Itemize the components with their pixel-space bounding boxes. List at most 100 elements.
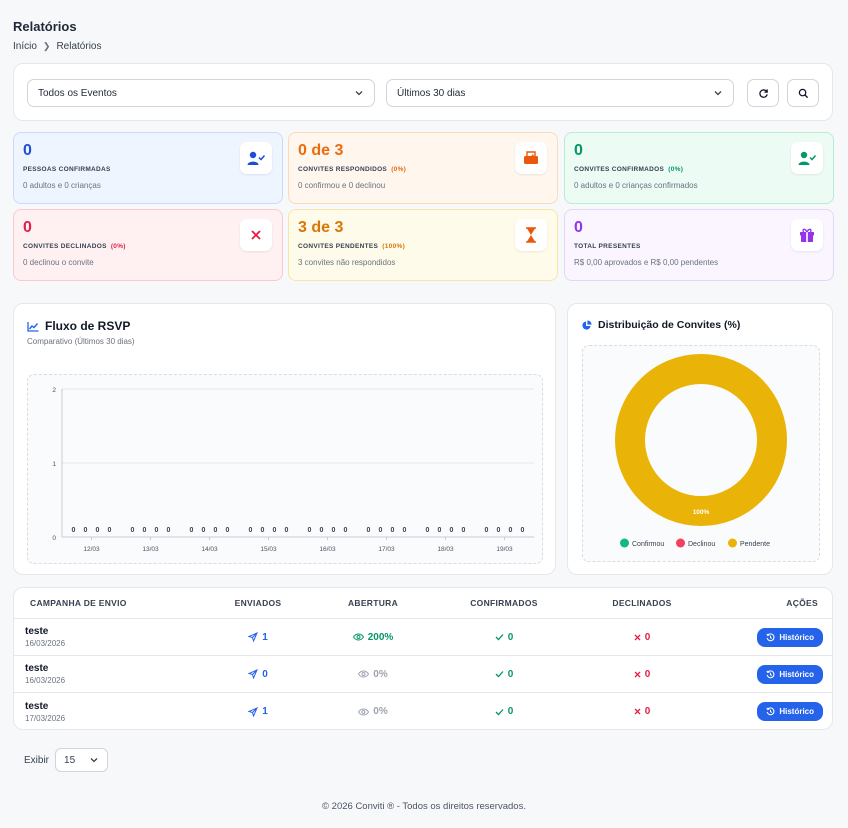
bar-data-label: 0 bbox=[450, 527, 454, 534]
stat-value: 0 bbox=[574, 219, 583, 236]
page-title: Relatórios bbox=[13, 19, 77, 34]
page-header: Relatórios Início ❯ Relatórios bbox=[13, 19, 101, 52]
stat-percent: (0%) bbox=[391, 166, 407, 173]
search-icon bbox=[798, 88, 808, 98]
bar-data-label: 0 bbox=[143, 527, 147, 534]
sent-value: 1 bbox=[262, 631, 268, 643]
rsvp-chart: 0 1 2 12/03 0 0 0 0 13/03 0 0 0 0 14/03 0 0 0 0 15/03 0 0 0 0 1… bbox=[52, 387, 534, 553]
campaign-date: 16/03/2026 bbox=[25, 639, 66, 648]
x-icon bbox=[634, 634, 641, 640]
stat-label-text: CONVITES DECLINADOS bbox=[23, 243, 107, 250]
stat-value: 0 bbox=[23, 142, 32, 159]
declined-cell: 0 bbox=[592, 656, 692, 692]
y-tick-label: 2 bbox=[52, 387, 56, 394]
campaign-table: CAMPANHA DE ENVIO ENVIADOS ABERTURA CONF… bbox=[13, 587, 833, 730]
rsvp-chart-subtitle: Comparativo (Últimos 30 dias) bbox=[27, 337, 135, 346]
donut-slice-pendente bbox=[615, 354, 787, 526]
bar-data-label: 0 bbox=[509, 527, 513, 534]
history-button[interactable]: Histórico bbox=[757, 627, 823, 647]
confirmed-value: 0 bbox=[507, 668, 514, 680]
user-check-icon bbox=[240, 142, 272, 174]
eye-icon bbox=[352, 633, 364, 641]
stat-label: TOTAL PRESENTES bbox=[574, 243, 824, 250]
open-cell: 0% bbox=[323, 656, 423, 692]
stat-subtext: 0 adultos e 0 crianças bbox=[23, 181, 101, 190]
stat-card-declined: 0 CONVITES DECLINADOS (0%) 0 declinou o … bbox=[13, 209, 283, 281]
event-select-value: Todos os Eventos bbox=[38, 87, 117, 99]
x-icon bbox=[634, 671, 641, 677]
bar-data-label: 0 bbox=[521, 527, 525, 534]
pie-chart-icon bbox=[582, 319, 592, 330]
bar-data-label: 0 bbox=[462, 527, 466, 534]
y-tick-label: 0 bbox=[52, 535, 56, 542]
sent-cell: 1 bbox=[208, 693, 308, 729]
bar-data-label: 0 bbox=[320, 527, 324, 534]
sent-cell: 1 bbox=[208, 619, 308, 655]
breadcrumb: Início ❯ Relatórios bbox=[13, 41, 101, 52]
rsvp-chart-area: 0 1 2 12/03 0 0 0 0 13/03 0 0 0 0 14/03 0 0 0 0 15/03 0 0 0 0 1… bbox=[27, 374, 543, 564]
campaign-name: teste bbox=[25, 626, 49, 637]
actions-cell: Histórico bbox=[757, 656, 823, 692]
hourglass-icon bbox=[515, 219, 547, 251]
donut-data-label: 100% bbox=[693, 509, 710, 516]
event-select[interactable]: Todos os Eventos bbox=[27, 79, 375, 107]
x-tick-label: 17/03 bbox=[378, 546, 395, 553]
stat-card-confirmed-people: 0 PESSOAS CONFIRMADAS 0 adultos e 0 cria… bbox=[13, 132, 283, 204]
bar-data-label: 0 bbox=[72, 527, 76, 534]
refresh-button[interactable] bbox=[747, 79, 779, 107]
search-button[interactable] bbox=[787, 79, 819, 107]
stat-label: PESSOAS CONFIRMADAS bbox=[23, 166, 273, 173]
history-icon bbox=[766, 632, 775, 641]
page-size-value: 15 bbox=[64, 754, 76, 766]
stat-percent: (0%) bbox=[668, 166, 684, 173]
history-button[interactable]: Histórico bbox=[757, 664, 823, 684]
inbox-icon bbox=[515, 142, 547, 174]
bar-data-label: 0 bbox=[108, 527, 112, 534]
stat-card-gifts: 0 TOTAL PRESENTES R$ 0,00 aprovados e R$… bbox=[564, 209, 834, 281]
history-button[interactable]: Histórico bbox=[757, 702, 823, 721]
page-size-select[interactable]: 15 bbox=[55, 748, 109, 772]
stat-label: CONVITES CONFIRMADOS (0%) bbox=[574, 166, 824, 173]
x-icon bbox=[634, 708, 641, 715]
bar-data-label: 0 bbox=[485, 527, 489, 534]
x-tick-label: 19/03 bbox=[496, 546, 513, 553]
campaign-date: 17/03/2026 bbox=[25, 713, 66, 723]
send-icon bbox=[248, 632, 259, 642]
stat-label: CONVITES DECLINADOS (0%) bbox=[23, 243, 273, 250]
stat-label-text: TOTAL PRESENTES bbox=[574, 243, 641, 250]
bar-data-label: 0 bbox=[379, 527, 383, 534]
col-header-sent: ENVIADOS bbox=[234, 598, 282, 608]
campaign-date: 16/03/2026 bbox=[25, 676, 66, 685]
donut-chart-title-text: Distribuição de Convites (%) bbox=[598, 319, 741, 331]
stat-subtext: 0 declinou o convite bbox=[23, 258, 94, 267]
stat-label-text: CONVITES PENDENTES bbox=[298, 243, 379, 250]
stat-label: CONVITES PENDENTES (100%) bbox=[298, 243, 548, 250]
stat-subtext: R$ 0,00 aprovados e R$ 0,00 pendentes bbox=[574, 258, 719, 267]
campaign-cell: teste 16/03/2026 bbox=[25, 619, 65, 655]
bar-data-label: 0 bbox=[367, 527, 371, 534]
stat-subtext: 0 adultos e 0 crianças confirmados bbox=[574, 181, 698, 190]
footer: © 2026 Conviti ® - Todos os direitos res… bbox=[322, 801, 526, 812]
breadcrumb-home-link[interactable]: Início bbox=[13, 41, 37, 52]
bar-data-label: 0 bbox=[261, 527, 265, 534]
stat-percent: (100%) bbox=[382, 243, 406, 250]
user-check-icon bbox=[791, 142, 823, 174]
stat-value: 0 bbox=[23, 219, 32, 236]
stat-label: CONVITES RESPONDIDOS (0%) bbox=[298, 166, 548, 173]
send-icon bbox=[248, 669, 259, 679]
open-value: 0% bbox=[373, 706, 388, 717]
sent-value: 0 bbox=[262, 668, 268, 680]
bar-data-label: 0 bbox=[273, 527, 277, 534]
open-cell: 200% bbox=[323, 619, 423, 655]
table-body: teste 16/03/2026 1 200% 0 0 Histórico te… bbox=[14, 619, 832, 729]
history-icon bbox=[766, 669, 775, 678]
confirmed-cell: 0 bbox=[454, 619, 554, 655]
breadcrumb-current: Relatórios bbox=[56, 41, 102, 52]
page-size-control: Exibir 15 bbox=[24, 748, 109, 772]
declined-cell: 0 bbox=[592, 619, 692, 655]
stat-value: 0 de 3 bbox=[298, 142, 344, 159]
period-select[interactable]: Últimos 30 dias bbox=[386, 79, 734, 107]
legend-swatch bbox=[728, 538, 737, 548]
table-header: CAMPANHA DE ENVIO ENVIADOS ABERTURA CONF… bbox=[14, 588, 832, 619]
col-header-declined: DECLINADOS bbox=[612, 598, 672, 608]
